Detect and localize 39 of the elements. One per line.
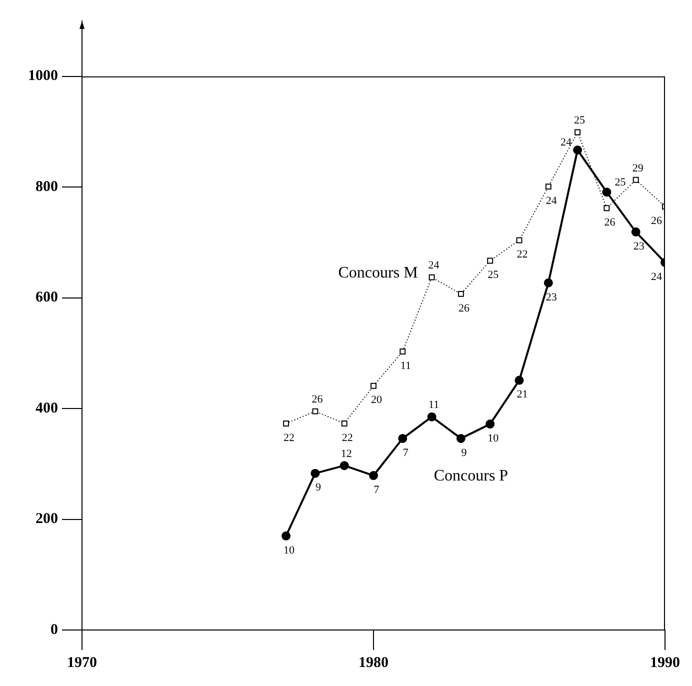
y-tick-label: 800	[36, 178, 58, 195]
annotation: 29	[632, 162, 644, 174]
annotation: 11	[428, 399, 440, 412]
annotation: 24	[651, 270, 662, 283]
series-label: Concours M	[338, 264, 418, 282]
annotation: 10	[284, 544, 296, 556]
annotation: 26	[651, 214, 662, 227]
annotation: 7	[402, 446, 409, 459]
annotation: 25	[614, 176, 626, 188]
annotation: 20	[371, 394, 382, 406]
annotation: 9	[315, 482, 322, 494]
x-tick-label: 1990	[650, 654, 680, 671]
annotation: 22	[284, 432, 295, 444]
annotation: 23	[633, 240, 645, 252]
x-tick-label: 1980	[358, 654, 388, 671]
annotation: 25	[488, 269, 500, 282]
annotation: 7	[374, 484, 380, 496]
annotation: 24	[560, 136, 572, 148]
y-tick-label: 200	[36, 511, 58, 528]
annotation: 24	[428, 260, 440, 272]
annotation: 26	[604, 216, 616, 229]
annotation: 22	[342, 432, 353, 444]
annotation: 25	[574, 114, 586, 127]
y-tick-label: 1000	[28, 68, 58, 84]
annotation: 26	[458, 302, 470, 314]
y-tick-label: 400	[36, 400, 58, 416]
annotation: 12	[340, 448, 352, 460]
annotation: 22	[516, 248, 528, 261]
annotation: 23	[546, 291, 558, 304]
annotation: 9	[461, 446, 468, 459]
y-tick-label: 0	[50, 622, 58, 638]
annotation: 10	[488, 432, 500, 444]
annotation: 24	[546, 194, 558, 207]
annotation: 11	[400, 360, 411, 372]
x-tick-label: 1970	[67, 654, 97, 671]
y-tick-label: 600	[36, 290, 58, 306]
annotation: 26	[312, 394, 324, 406]
text: Concours P	[434, 468, 508, 485]
annotation: 21	[516, 388, 528, 401]
